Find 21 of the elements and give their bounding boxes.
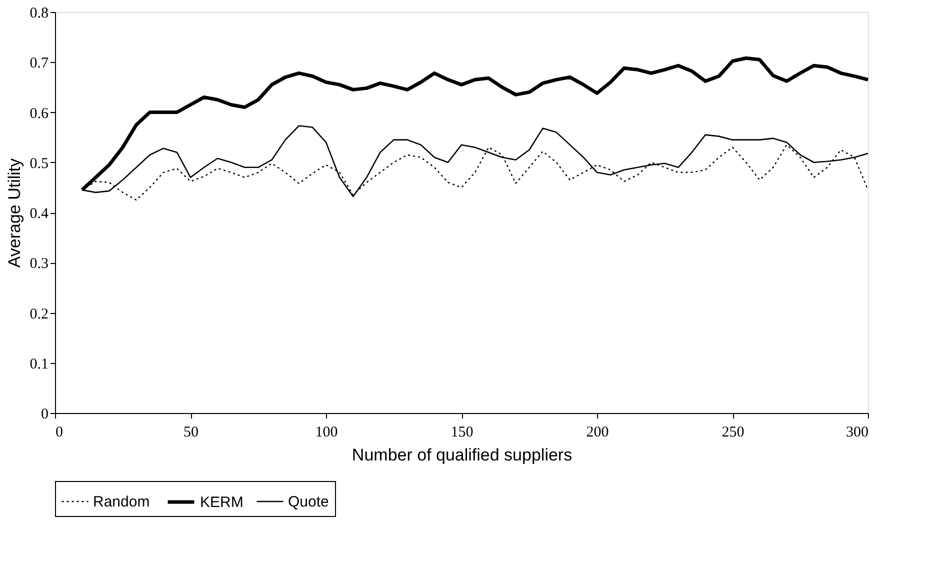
- y-tick-label: 0: [41, 406, 48, 422]
- y-tick-label: 0.1: [30, 356, 48, 372]
- y-tick-label: 0.7: [30, 56, 49, 72]
- y-tick-label: 0.2: [30, 306, 48, 322]
- x-tick-label: 300: [846, 424, 868, 440]
- y-tick-label: 0.5: [30, 156, 48, 172]
- x-tick-label: 250: [722, 424, 744, 440]
- y-tick-label: 0.8: [30, 6, 48, 22]
- x-tick-label: 200: [586, 424, 609, 440]
- legend-label: Quote: [288, 494, 329, 510]
- y-tick-label: 0.3: [30, 256, 48, 272]
- y-tick-label: 0.6: [30, 106, 49, 122]
- y-tick-label: 0.4: [30, 206, 49, 222]
- y-axis-title: Average Utility: [4, 158, 24, 268]
- x-tick-label: 0: [56, 424, 63, 440]
- x-tick-label: 150: [450, 424, 474, 440]
- x-axis-title: Number of qualified suppliers: [352, 446, 572, 464]
- legend-label: Random: [93, 494, 150, 510]
- x-tick-label: 100: [315, 424, 338, 440]
- legend-label: KERM: [200, 494, 244, 511]
- x-tick-label: 50: [184, 424, 198, 440]
